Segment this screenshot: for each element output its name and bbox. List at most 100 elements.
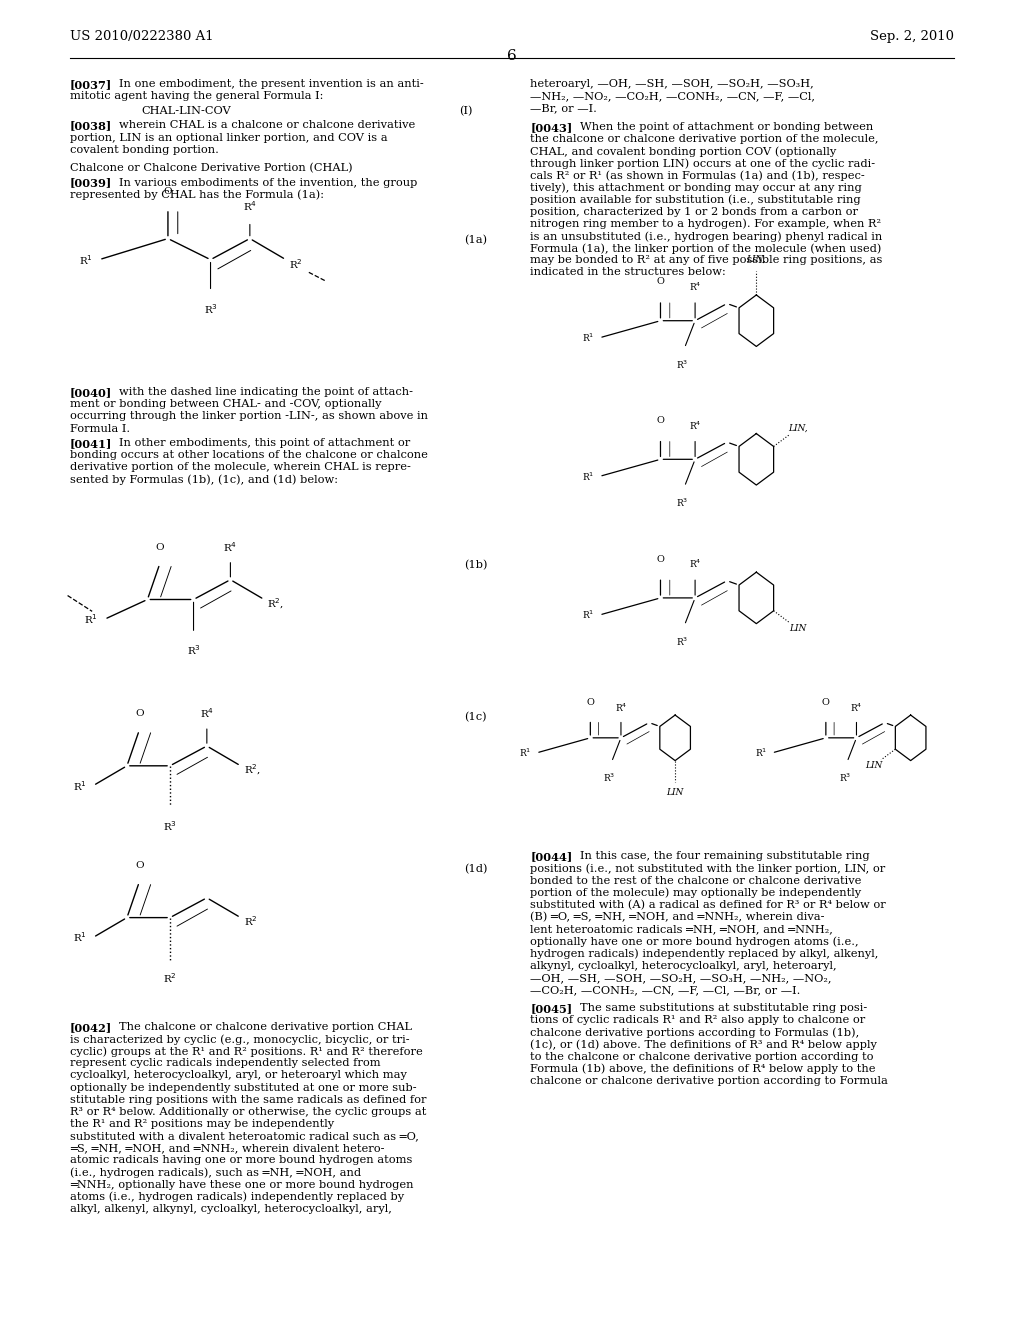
Text: optionally have one or more bound hydrogen atoms (i.e.,: optionally have one or more bound hydrog…	[530, 936, 859, 946]
Text: alkynyl, cycloalkyl, heterocycloalkyl, aryl, heteroaryl,: alkynyl, cycloalkyl, heterocycloalkyl, a…	[530, 961, 837, 970]
Text: R$^2$,: R$^2$,	[267, 597, 285, 611]
Text: LIN,: LIN,	[788, 424, 808, 433]
Text: O: O	[656, 416, 665, 425]
Text: tively), this attachment or bonding may occur at any ring: tively), this attachment or bonding may …	[530, 182, 862, 193]
Text: [0045]: [0045]	[530, 1003, 572, 1014]
Text: R$^3$: R$^3$	[676, 636, 688, 648]
Text: LIN: LIN	[667, 788, 684, 797]
Text: [0041]: [0041]	[70, 438, 112, 449]
Text: In one embodiment, the present invention is an anti-: In one embodiment, the present invention…	[119, 79, 424, 90]
Text: R$^1$: R$^1$	[582, 331, 594, 345]
Text: R$^1$: R$^1$	[582, 609, 594, 622]
Text: ═NNH₂, optionally have these one or more bound hydrogen: ═NNH₂, optionally have these one or more…	[70, 1180, 413, 1189]
Text: chalcone or chalcone derivative portion according to Formula: chalcone or chalcone derivative portion …	[530, 1076, 888, 1086]
Text: The chalcone or chalcone derivative portion CHAL: The chalcone or chalcone derivative port…	[119, 1022, 412, 1032]
Text: —NH₂, —NO₂, —CO₂H, —CONH₂, —CN, —F, —Cl,: —NH₂, —NO₂, —CO₂H, —CONH₂, —CN, —F, —Cl,	[530, 91, 815, 102]
Text: bonded to the rest of the chalcone or chalcone derivative: bonded to the rest of the chalcone or ch…	[530, 875, 862, 886]
Text: —CO₂H, —CONH₂, —CN, —F, —Cl, —Br, or —I.: —CO₂H, —CONH₂, —CN, —F, —Cl, —Br, or —I.	[530, 985, 801, 995]
Text: LIN: LIN	[790, 624, 807, 634]
Text: US 2010/0222380 A1: US 2010/0222380 A1	[70, 30, 213, 44]
Text: stitutable ring positions with the same radicals as defined for: stitutable ring positions with the same …	[70, 1094, 426, 1105]
Text: O: O	[156, 543, 164, 552]
Text: (B) ═O, ═S, ═NH, ═NOH, and ═NNH₂, wherein diva-: (B) ═O, ═S, ═NH, ═NOH, and ═NNH₂, wherei…	[530, 912, 825, 923]
Text: (1a): (1a)	[464, 235, 487, 246]
Text: (1c), or (1d) above. The definitions of R³ and R⁴ below apply: (1c), or (1d) above. The definitions of …	[530, 1040, 878, 1051]
Text: (1d): (1d)	[464, 863, 487, 874]
Text: Sep. 2, 2010: Sep. 2, 2010	[870, 30, 954, 44]
Text: atoms (i.e., hydrogen radicals) independently replaced by: atoms (i.e., hydrogen radicals) independ…	[70, 1192, 403, 1203]
Text: is characterized by cyclic (e.g., monocyclic, bicyclic, or tri-: is characterized by cyclic (e.g., monocy…	[70, 1034, 410, 1044]
Text: bonding occurs at other locations of the chalcone or chalcone: bonding occurs at other locations of the…	[70, 450, 427, 461]
Text: the R¹ and R² positions may be independently: the R¹ and R² positions may be independe…	[70, 1119, 334, 1129]
Text: Formula (1a), the linker portion of the molecule (when used): Formula (1a), the linker portion of the …	[530, 243, 882, 253]
Text: ment or bonding between CHAL- and -COV, optionally: ment or bonding between CHAL- and -COV, …	[70, 400, 381, 409]
Text: R$^1$: R$^1$	[582, 470, 594, 483]
Text: ═S, ═NH, ═NOH, and ═NNH₂, wherein divalent hetero-: ═S, ═NH, ═NOH, and ═NNH₂, wherein divale…	[70, 1143, 384, 1154]
Text: sented by Formulas (1b), (1c), and (1d) below:: sented by Formulas (1b), (1c), and (1d) …	[70, 475, 338, 486]
Text: is an unsubstituted (i.e., hydrogen bearing) phenyl radical in: is an unsubstituted (i.e., hydrogen bear…	[530, 231, 883, 242]
Text: R$^2$,: R$^2$,	[244, 763, 261, 777]
Text: tions of cyclic radicals R¹ and R² also apply to chalcone or: tions of cyclic radicals R¹ and R² also …	[530, 1015, 865, 1026]
Text: [0040]: [0040]	[70, 387, 112, 399]
Text: Formula (1b) above, the definitions of R⁴ below apply to the: Formula (1b) above, the definitions of R…	[530, 1064, 876, 1074]
Text: O: O	[164, 187, 172, 197]
Text: [0037]: [0037]	[70, 79, 112, 90]
Text: the chalcone or chalcone derivative portion of the molecule,: the chalcone or chalcone derivative port…	[530, 133, 879, 144]
Text: optionally be independently substituted at one or more sub-: optionally be independently substituted …	[70, 1082, 417, 1093]
Text: 6: 6	[507, 49, 517, 63]
Text: occurring through the linker portion -LIN-, as shown above in: occurring through the linker portion -LI…	[70, 412, 428, 421]
Text: R$^3$: R$^3$	[676, 359, 688, 371]
Text: —Br, or —I.: —Br, or —I.	[530, 103, 597, 114]
Text: position, characterized by 1 or 2 bonds from a carbon or: position, characterized by 1 or 2 bonds …	[530, 207, 858, 216]
Text: substituted with (A) a radical as defined for R³ or R⁴ below or: substituted with (A) a radical as define…	[530, 900, 886, 911]
Text: O: O	[135, 861, 143, 870]
Text: heteroaryl, —OH, —SH, —SOH, —SO₂H, —SO₃H,: heteroaryl, —OH, —SH, —SOH, —SO₂H, —SO₃H…	[530, 79, 814, 90]
Text: R$^4$: R$^4$	[243, 199, 257, 214]
Text: R$^3$: R$^3$	[163, 820, 177, 833]
Text: R$^3$: R$^3$	[603, 771, 615, 784]
Text: R$^3$: R$^3$	[839, 771, 851, 784]
Text: R$^1$: R$^1$	[84, 612, 98, 626]
Text: O: O	[656, 277, 665, 286]
Text: Chalcone or Chalcone Derivative Portion (CHAL): Chalcone or Chalcone Derivative Portion …	[70, 162, 352, 173]
Text: positions (i.e., not substituted with the linker portion, LIN, or: positions (i.e., not substituted with th…	[530, 863, 886, 874]
Text: chalcone derivative portions according to Formulas (1b),: chalcone derivative portions according t…	[530, 1027, 860, 1038]
Text: wherein CHAL is a chalcone or chalcone derivative: wherein CHAL is a chalcone or chalcone d…	[119, 120, 415, 131]
Text: lent heteroatomic radicals ═NH, ═NOH, and ═NNH₂,: lent heteroatomic radicals ═NH, ═NOH, an…	[530, 924, 834, 935]
Text: R$^4$: R$^4$	[850, 701, 863, 714]
Text: nitrogen ring member to a hydrogen). For example, when R²: nitrogen ring member to a hydrogen). For…	[530, 219, 882, 230]
Text: R$^1$: R$^1$	[73, 931, 87, 944]
Text: mitotic agent having the general Formula I:: mitotic agent having the general Formula…	[70, 91, 323, 102]
Text: with the dashed line indicating the point of attach-: with the dashed line indicating the poin…	[119, 387, 413, 397]
Text: CHAL, and covalent bonding portion COV (optionally: CHAL, and covalent bonding portion COV (…	[530, 147, 837, 157]
Text: covalent bonding portion.: covalent bonding portion.	[70, 145, 218, 154]
Text: hydrogen radicals) independently replaced by alkyl, alkenyl,: hydrogen radicals) independently replace…	[530, 949, 879, 960]
Text: position available for substitution (i.e., substitutable ring: position available for substitution (i.e…	[530, 194, 861, 205]
Text: cycloalkyl, heterocycloalkyl, aryl, or heteroaryl which may: cycloalkyl, heterocycloalkyl, aryl, or h…	[70, 1071, 407, 1081]
Text: R$^3$: R$^3$	[204, 302, 217, 315]
Text: (1b): (1b)	[464, 560, 487, 570]
Text: In various embodiments of the invention, the group: In various embodiments of the invention,…	[119, 178, 417, 187]
Text: [0044]: [0044]	[530, 851, 572, 862]
Text: [0043]: [0043]	[530, 121, 572, 133]
Text: R$^4$: R$^4$	[614, 701, 628, 714]
Text: [0042]: [0042]	[70, 1022, 112, 1032]
Text: R$^2$: R$^2$	[244, 915, 257, 928]
Text: portion, LIN is an optional linker portion, and COV is a: portion, LIN is an optional linker porti…	[70, 132, 387, 143]
Text: O: O	[822, 698, 829, 708]
Text: R$^1$: R$^1$	[79, 252, 92, 267]
Text: R$^1$: R$^1$	[519, 747, 531, 759]
Text: (I): (I)	[459, 106, 472, 116]
Text: (i.e., hydrogen radicals), such as ═NH, ═NOH, and: (i.e., hydrogen radicals), such as ═NH, …	[70, 1168, 360, 1179]
Text: may be bonded to R² at any of five possible ring positions, as: may be bonded to R² at any of five possi…	[530, 255, 883, 265]
Text: cyclic) groups at the R¹ and R² positions. R¹ and R² therefore: cyclic) groups at the R¹ and R² position…	[70, 1047, 422, 1057]
Text: R$^4$: R$^4$	[223, 540, 238, 554]
Text: In other embodiments, this point of attachment or: In other embodiments, this point of atta…	[119, 438, 410, 449]
Text: In this case, the four remaining substitutable ring: In this case, the four remaining substit…	[580, 851, 869, 862]
Text: CHAL-LIN-COV: CHAL-LIN-COV	[141, 106, 231, 116]
Text: [0038]: [0038]	[70, 120, 112, 132]
Text: R$^3$: R$^3$	[186, 643, 201, 657]
Text: [0039]: [0039]	[70, 178, 112, 189]
Text: R$^4$: R$^4$	[689, 420, 701, 432]
Text: The same substitutions at substitutable ring posi-: The same substitutions at substitutable …	[580, 1003, 867, 1014]
